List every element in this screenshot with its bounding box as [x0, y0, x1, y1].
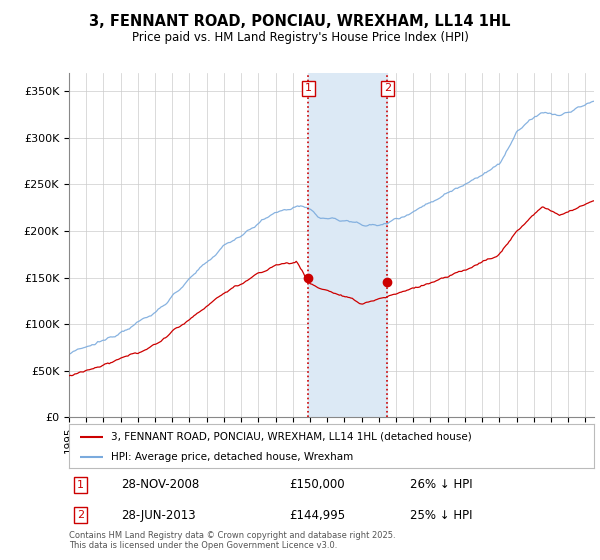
- Text: 2: 2: [77, 510, 84, 520]
- Text: 3, FENNANT ROAD, PONCIAU, WREXHAM, LL14 1HL (detached house): 3, FENNANT ROAD, PONCIAU, WREXHAM, LL14 …: [111, 432, 472, 441]
- Text: 1: 1: [77, 479, 84, 489]
- Text: £150,000: £150,000: [290, 478, 345, 491]
- Text: Contains HM Land Registry data © Crown copyright and database right 2025.
This d: Contains HM Land Registry data © Crown c…: [69, 531, 395, 550]
- Text: 25% ↓ HPI: 25% ↓ HPI: [410, 509, 473, 522]
- Text: 26% ↓ HPI: 26% ↓ HPI: [410, 478, 473, 491]
- Text: 2: 2: [384, 83, 391, 94]
- Text: £144,995: £144,995: [290, 509, 346, 522]
- Text: 3, FENNANT ROAD, PONCIAU, WREXHAM, LL14 1HL: 3, FENNANT ROAD, PONCIAU, WREXHAM, LL14 …: [89, 14, 511, 29]
- Text: 1: 1: [305, 83, 312, 94]
- Text: 28-NOV-2008: 28-NOV-2008: [121, 478, 200, 491]
- Bar: [308, 73, 387, 417]
- Text: HPI: Average price, detached house, Wrexham: HPI: Average price, detached house, Wrex…: [111, 452, 353, 462]
- Text: 28-JUN-2013: 28-JUN-2013: [121, 509, 196, 522]
- Text: Price paid vs. HM Land Registry's House Price Index (HPI): Price paid vs. HM Land Registry's House …: [131, 31, 469, 44]
